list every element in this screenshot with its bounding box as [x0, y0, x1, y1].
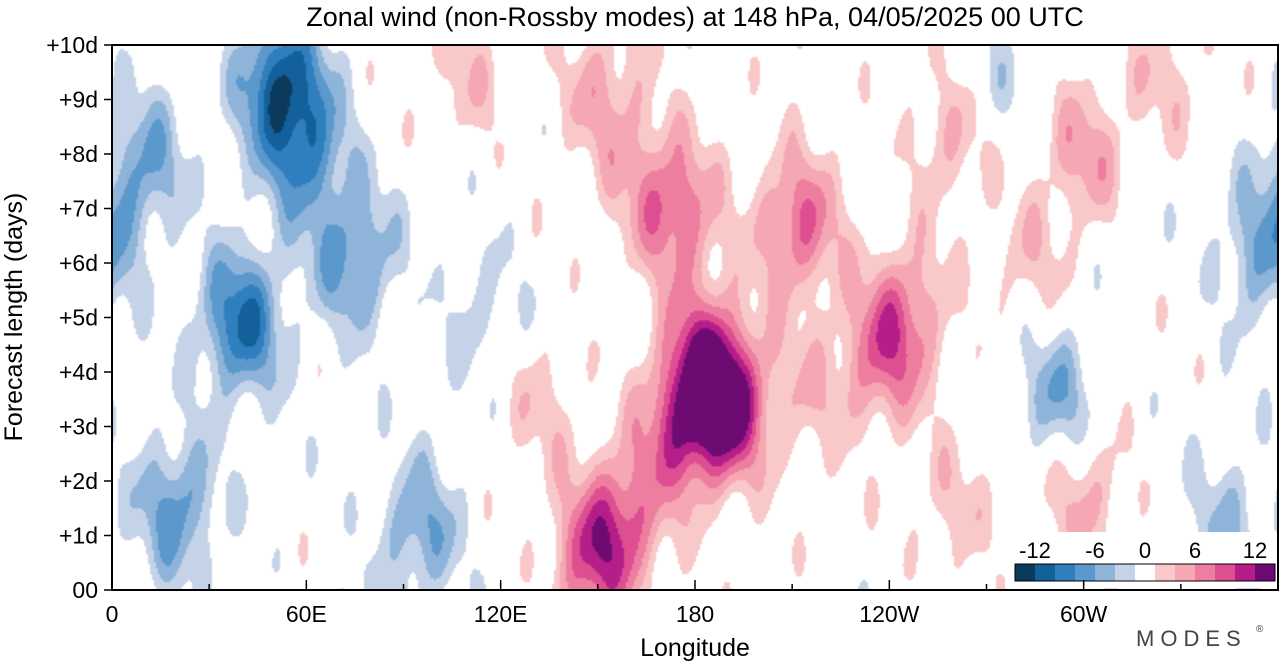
y-tick-label: +10d	[46, 32, 98, 58]
colorbar-swatch	[1235, 564, 1255, 581]
colorbar-swatch	[1015, 564, 1035, 581]
x-axis-label: Longitude	[640, 634, 750, 662]
colorbar-swatch	[1115, 564, 1135, 581]
colorbar-swatch	[1075, 564, 1095, 581]
colorbar: -12 -6 0 6 12	[1005, 532, 1280, 588]
registered-mark: ®	[1256, 624, 1264, 635]
colorbar-swatch	[1055, 564, 1075, 581]
colorbar-swatch	[1195, 564, 1215, 581]
y-tick-label: +5d	[59, 305, 98, 331]
y-tick-label: +2d	[59, 468, 98, 494]
y-tick-label: +6d	[59, 250, 98, 276]
colorbar-tick-label: -6	[1085, 538, 1105, 563]
x-tick-label: 120E	[474, 601, 528, 627]
y-tick-label: 00	[72, 577, 98, 603]
colorbar-swatch	[1095, 564, 1115, 581]
colorbar-tick-label: -12	[1019, 538, 1051, 563]
colorbar-swatch	[1175, 564, 1195, 581]
y-tick-label: +4d	[59, 359, 98, 385]
colorbar-swatch	[1155, 564, 1175, 581]
y-tick-label: +3d	[59, 414, 98, 440]
colorbar-border	[1014, 563, 1276, 582]
colorbar-swatch	[1035, 564, 1055, 581]
colorbar-tick-label: 0	[1139, 538, 1151, 563]
y-axis: 00 +1d +2d +3d +4d +5d +6d +7d +8d +9d +10d	[46, 32, 112, 603]
y-tick-label: +7d	[59, 196, 98, 222]
y-axis-label: Forecast length (days)	[0, 193, 28, 442]
y-tick-label: +1d	[59, 523, 98, 549]
y-tick-label: +8d	[59, 141, 98, 167]
y-tick-label: +9d	[59, 87, 98, 113]
x-tick-label: 0	[106, 601, 119, 627]
x-tick-label: 60E	[286, 601, 327, 627]
colorbar-tick-label: 6	[1189, 538, 1201, 563]
colorbar-swatch	[1215, 564, 1235, 581]
colorbar-tick-label: 12	[1243, 538, 1267, 563]
chart-title: Zonal wind (non-Rossby modes) at 148 hPa…	[306, 2, 1083, 32]
x-axis: 0 60E 120E 180 120W 60W	[106, 580, 1279, 627]
colorbar-swatch	[1255, 564, 1275, 581]
x-tick-label: 180	[676, 601, 714, 627]
modes-logo: MODES	[1136, 626, 1247, 651]
wind-field-heatmap	[112, 45, 1278, 590]
x-tick-label: 120W	[859, 601, 919, 627]
x-tick-label: 60W	[1060, 601, 1108, 627]
colorbar-swatch	[1135, 564, 1155, 581]
